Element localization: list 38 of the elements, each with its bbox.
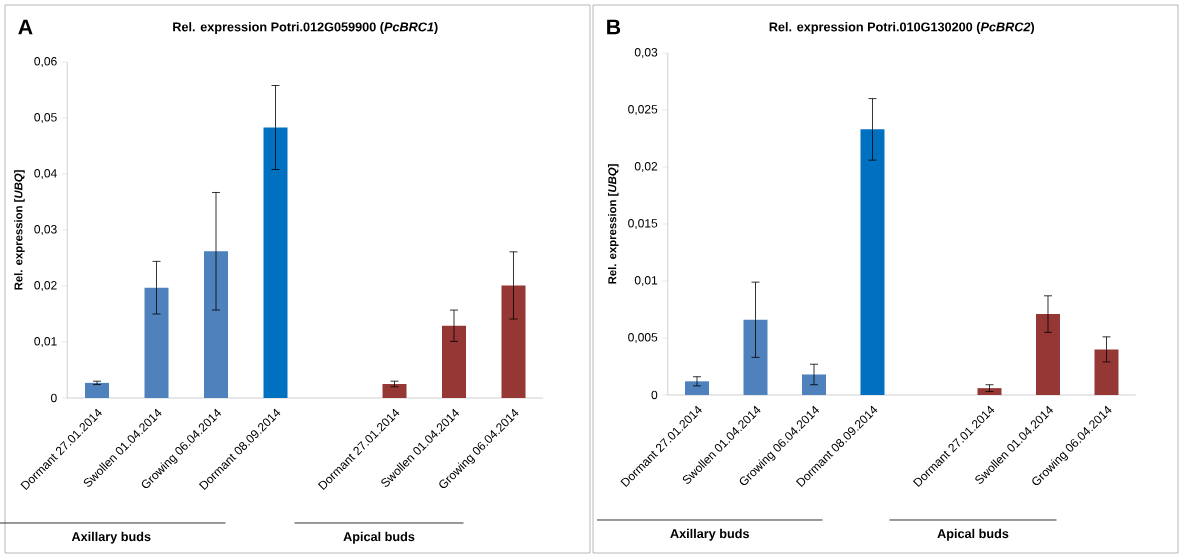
bar [802, 374, 826, 395]
y-tick-label: 0 [51, 393, 57, 403]
bar [860, 129, 885, 395]
y-tick-label: 0,01 [634, 276, 658, 286]
bar [144, 287, 169, 398]
bar [501, 285, 526, 398]
text: Axillary buds [71, 531, 151, 544]
y-tick-label: 0,015 [628, 219, 658, 229]
y-tick-label: 0,01 [34, 337, 57, 347]
text: Apical buds [937, 528, 1009, 541]
bar [1094, 349, 1119, 395]
bar [382, 383, 407, 398]
text: A [18, 19, 33, 35]
bar [977, 388, 1002, 395]
bar [685, 381, 710, 395]
text: Axillary buds [670, 528, 749, 541]
text: B [607, 19, 621, 35]
y-axis-title: Rel. expression [UBQ] [14, 170, 25, 290]
bar [85, 382, 110, 398]
y-tick-label: 0,005 [628, 333, 658, 343]
bar [1035, 314, 1060, 395]
chart-title: Rel. expression Potri.012G059900 (PcBRC1) [173, 22, 438, 34]
y-tick-label: 0,03 [34, 225, 57, 235]
y-tick-label: 0,05 [34, 113, 57, 123]
y-tick-label: 0,02 [634, 162, 658, 172]
y-tick-label: 0,025 [628, 105, 658, 115]
bar [442, 325, 466, 398]
y-axis-title: Rel. expression [UBQ] [607, 164, 619, 284]
bar [743, 319, 768, 395]
chart-title: Rel. expression Potri.010G130200 (PcBRC2) [769, 22, 1035, 34]
y-tick-label: 0 [651, 390, 658, 400]
y-tick-label: 0,03 [634, 48, 658, 58]
y-tick-label: 0,04 [34, 169, 57, 179]
text: Apical buds [343, 531, 415, 544]
bar [204, 251, 229, 398]
y-tick-label: 0,06 [34, 57, 57, 67]
y-tick-label: 0,02 [34, 281, 57, 291]
bar [263, 127, 288, 398]
